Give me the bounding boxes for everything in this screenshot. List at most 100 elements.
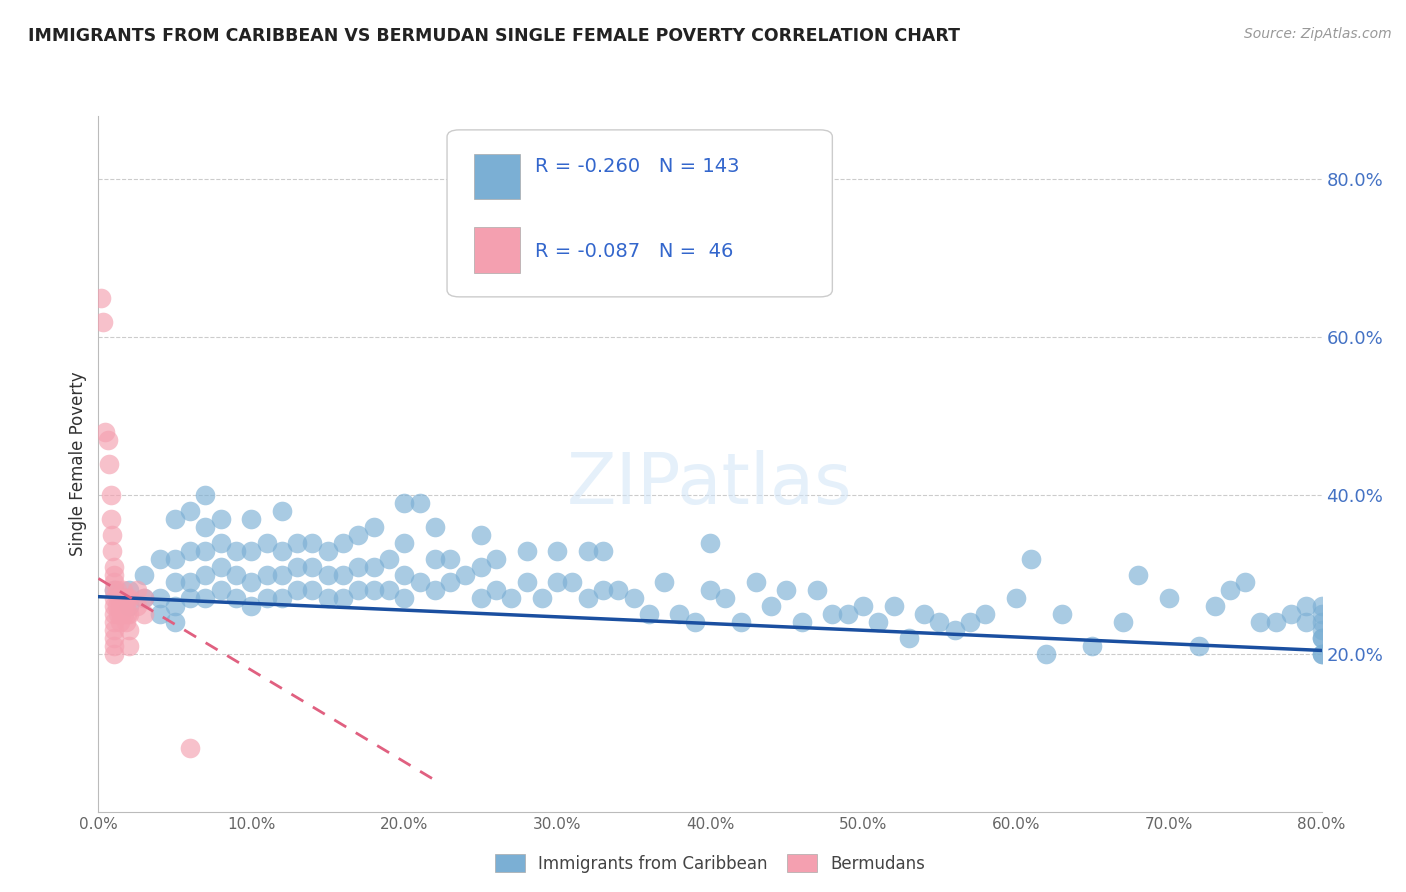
FancyBboxPatch shape [474, 227, 520, 273]
Point [1310, 607, 1333, 621]
Point [163, 512, 186, 526]
Point [270, 567, 292, 582]
Point [516, 543, 538, 558]
Point [103, 647, 125, 661]
Point [363, 559, 385, 574]
Point [194, 488, 217, 502]
Point [194, 591, 217, 606]
Text: R = -0.087   N =  46: R = -0.087 N = 46 [536, 242, 734, 261]
Point [163, 615, 186, 629]
Point [301, 559, 323, 574]
FancyBboxPatch shape [474, 154, 520, 200]
Point [378, 551, 401, 566]
Point [270, 504, 292, 518]
Point [392, 567, 416, 582]
Point [118, 639, 141, 653]
Point [1128, 567, 1150, 582]
Point [347, 583, 370, 598]
Point [1310, 647, 1333, 661]
Point [714, 591, 737, 606]
Point [103, 583, 125, 598]
Point [607, 583, 630, 598]
Point [332, 536, 354, 550]
Point [256, 536, 278, 550]
Point [392, 496, 416, 510]
Point [423, 520, 446, 534]
Point [103, 567, 125, 582]
Point [546, 543, 568, 558]
Point [103, 639, 125, 653]
Point [105, 599, 128, 614]
Point [194, 543, 217, 558]
Point [103, 559, 125, 574]
Point [363, 520, 385, 534]
Point [107, 591, 129, 606]
Point [194, 567, 217, 582]
Point [117, 607, 139, 621]
Point [332, 591, 354, 606]
Point [256, 591, 278, 606]
Text: Source: ZipAtlas.com: Source: ZipAtlas.com [1244, 27, 1392, 41]
Point [516, 575, 538, 590]
Point [592, 583, 614, 598]
Point [110, 591, 132, 606]
Point [134, 607, 156, 621]
Point [332, 567, 354, 582]
Point [316, 567, 339, 582]
Point [118, 599, 141, 614]
Point [943, 623, 966, 637]
Point [134, 591, 156, 606]
Point [149, 591, 172, 606]
Point [209, 583, 232, 598]
Point [1279, 607, 1302, 621]
Point [1112, 615, 1135, 629]
Point [363, 583, 385, 598]
Point [1295, 615, 1317, 629]
Point [225, 567, 247, 582]
Point [270, 543, 292, 558]
Point [1219, 583, 1241, 598]
Point [1157, 591, 1180, 606]
Point [1310, 623, 1333, 637]
Point [1081, 639, 1104, 653]
Point [821, 607, 844, 621]
Point [470, 528, 492, 542]
Point [149, 551, 172, 566]
Point [1204, 599, 1226, 614]
Point [163, 599, 186, 614]
Point [108, 615, 131, 629]
Point [652, 575, 675, 590]
Point [103, 591, 125, 606]
Point [576, 591, 599, 606]
Point [1295, 599, 1317, 614]
Point [439, 551, 461, 566]
Point [1188, 639, 1211, 653]
Point [301, 583, 323, 598]
Point [105, 583, 128, 598]
Point [240, 599, 263, 614]
Point [883, 599, 905, 614]
Point [107, 607, 129, 621]
Point [759, 599, 782, 614]
Point [110, 607, 132, 621]
Point [103, 599, 125, 614]
Point [959, 615, 981, 629]
Point [1310, 647, 1333, 661]
Point [576, 543, 599, 558]
Point [209, 512, 232, 526]
Point [1264, 615, 1286, 629]
Point [530, 591, 553, 606]
Point [163, 575, 186, 590]
Point [561, 575, 583, 590]
Point [240, 575, 263, 590]
Point [928, 615, 950, 629]
Point [1249, 615, 1271, 629]
Point [745, 575, 768, 590]
Point [1310, 631, 1333, 645]
Point [316, 543, 339, 558]
Point [225, 591, 247, 606]
Point [118, 623, 141, 637]
Point [470, 591, 492, 606]
Point [470, 559, 492, 574]
Point [408, 575, 430, 590]
